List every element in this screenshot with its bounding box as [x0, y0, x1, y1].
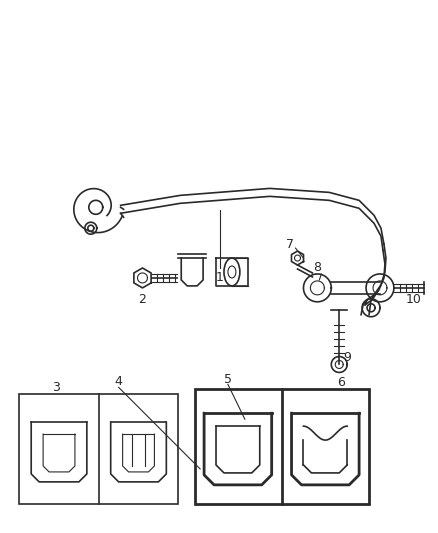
Text: 8: 8	[313, 262, 321, 274]
Text: 3: 3	[52, 381, 60, 394]
Text: 7: 7	[286, 238, 293, 251]
Bar	[19, 394, 178, 504]
Text: 1: 1	[216, 271, 224, 285]
Bar	[195, 389, 369, 504]
Text: 6: 6	[337, 376, 345, 389]
Text: 10: 10	[406, 293, 422, 306]
Text: 2: 2	[138, 293, 146, 306]
Text: 9: 9	[343, 351, 351, 364]
Text: 4: 4	[115, 375, 123, 388]
Text: 5: 5	[224, 373, 232, 386]
